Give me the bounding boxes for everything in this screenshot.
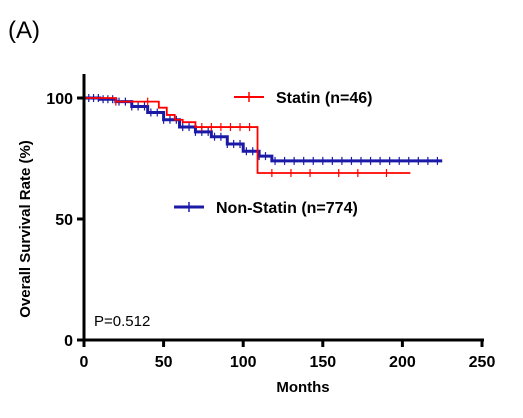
y-tick-label: 100 [46, 91, 73, 108]
x-tick-label: 0 [80, 354, 89, 371]
y-axis-title: Overall Survival Rate (%) [17, 140, 34, 318]
legend-non-statin-label: Non-Statin (n=774) [216, 200, 358, 217]
panel-label: (A) [8, 17, 40, 44]
statin-curve [84, 97, 411, 174]
x-tick-label: 50 [155, 354, 173, 371]
x-axis-title: Months [276, 379, 329, 396]
plot-area [84, 94, 443, 178]
x-tick-label: 200 [389, 354, 416, 371]
axis-ticks: 0 50 100 0 50 100 150 200 250 [46, 91, 495, 371]
p-value-annotation: P=0.512 [94, 313, 150, 330]
series-non-statin [84, 94, 443, 165]
legend-statin-label: Statin (n=46) [276, 90, 372, 107]
y-tick-label: 50 [55, 212, 73, 229]
x-tick-label: 150 [309, 354, 336, 371]
series-statin [84, 97, 411, 178]
x-tick-label: 250 [469, 354, 496, 371]
legend: Statin (n=46) Non-Statin (n=774) [174, 90, 372, 217]
legend-item-non-statin: Non-Statin (n=774) [174, 200, 358, 217]
x-tick-label: 100 [230, 354, 257, 371]
legend-item-statin: Statin (n=46) [234, 90, 372, 107]
y-tick-label: 0 [64, 333, 73, 350]
